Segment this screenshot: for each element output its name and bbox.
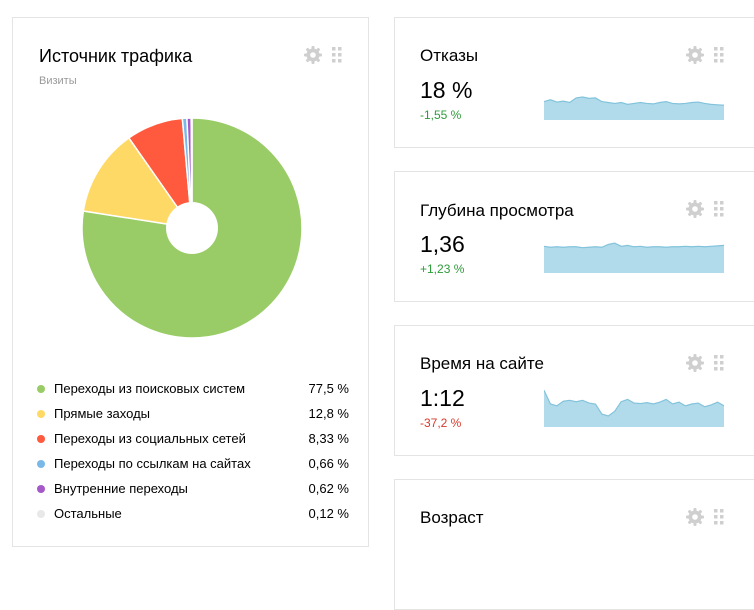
- card-toolbar: [304, 46, 342, 64]
- legend-item: Переходы из поисковых систем 77,5 %: [37, 376, 349, 401]
- settings-gear-icon[interactable]: [686, 508, 704, 526]
- legend-label: Внутренние переходы: [54, 481, 188, 496]
- legend-label: Переходы по ссылкам на сайтах: [54, 456, 251, 471]
- legend-item: Переходы из социальных сетей 8,33 %: [37, 426, 349, 451]
- view-depth-card: Глубина просмотра 1,36 +1,23 %: [394, 171, 754, 302]
- bounce-rate-card: Отказы 18 % -1,55 %: [394, 17, 754, 148]
- legend-value: 0,12 %: [308, 506, 349, 521]
- legend-item: Внутренние переходы 0,62 %: [37, 476, 349, 501]
- card-title: Отказы: [420, 46, 479, 65]
- drag-handle-icon[interactable]: [714, 201, 724, 217]
- metric-value: 1,36: [420, 231, 465, 257]
- donut-hole: [166, 202, 218, 254]
- metric-delta: +1,23 %: [420, 262, 465, 276]
- settings-gear-icon[interactable]: [686, 200, 704, 218]
- sparkline-area: [544, 390, 724, 427]
- card-toolbar: [686, 200, 724, 218]
- legend-dot: [37, 459, 45, 468]
- settings-gear-icon[interactable]: [686, 354, 704, 372]
- legend-label: Переходы из поисковых систем: [54, 381, 246, 396]
- traffic-legend: Переходы из поисковых систем 77,5 % Прямы…: [37, 376, 349, 526]
- legend-dot: [37, 509, 45, 518]
- settings-gear-icon[interactable]: [304, 46, 322, 64]
- sparkline-line: [544, 242, 724, 249]
- card-title: Возраст: [420, 508, 484, 527]
- card-subtitle: Визиты: [39, 75, 77, 87]
- card-toolbar: [686, 46, 724, 64]
- card-title: Источник трафика: [39, 46, 193, 66]
- drag-handle-icon[interactable]: [714, 509, 724, 525]
- legend-value: 0,66 %: [308, 456, 349, 471]
- legend-item: Переходы по ссылкам на сайтах 0,66 %: [37, 451, 349, 476]
- sparkline-area: [544, 243, 724, 273]
- pie-slice[interactable]: [190, 117, 193, 229]
- card-toolbar: [686, 508, 724, 526]
- legend-value: 77,5 %: [308, 381, 349, 396]
- legend-value: 0,62 %: [308, 481, 349, 496]
- traffic-source-card: Источник трафика Визиты Переходы из поис…: [12, 17, 369, 547]
- settings-gear-icon[interactable]: [686, 46, 704, 64]
- drag-handle-icon[interactable]: [332, 47, 342, 63]
- legend-label: Переходы из социальных сетей: [54, 431, 246, 446]
- drag-handle-icon[interactable]: [714, 47, 724, 63]
- legend-dot: [37, 409, 45, 418]
- legend-item: Прямые заходы 12,8 %: [37, 401, 349, 426]
- metric-delta: -37,2 %: [420, 416, 462, 430]
- bounce-sparkline: [544, 96, 724, 120]
- legend-dot: [37, 384, 45, 393]
- legend-value: 8,33 %: [308, 431, 349, 446]
- sparkline-line: [544, 96, 724, 106]
- metric-value: 18 %: [420, 77, 473, 103]
- sparkline-line: [544, 389, 724, 417]
- legend-dot: [37, 434, 45, 443]
- metric-delta: -1,55 %: [420, 108, 462, 122]
- sparkline-area: [544, 97, 724, 120]
- drag-handle-icon[interactable]: [714, 355, 724, 371]
- metric-value: 1:12: [420, 385, 465, 411]
- time-on-site-card: Время на сайте 1:12 -37,2 %: [394, 325, 754, 456]
- time-sparkline: [544, 389, 724, 427]
- age-card: Возраст: [394, 479, 754, 610]
- depth-sparkline: [544, 242, 724, 273]
- traffic-pie-chart: [81, 117, 303, 339]
- legend-dot: [37, 484, 45, 493]
- legend-item: Остальные 0,12 %: [37, 501, 349, 526]
- card-toolbar: [686, 354, 724, 372]
- pie-slice[interactable]: [82, 136, 194, 230]
- card-title: Глубина просмотра: [420, 201, 574, 220]
- legend-label: Прямые заходы: [54, 406, 151, 421]
- card-title: Время на сайте: [420, 354, 544, 373]
- legend-value: 12,8 %: [308, 406, 349, 421]
- legend-label: Остальные: [54, 506, 122, 521]
